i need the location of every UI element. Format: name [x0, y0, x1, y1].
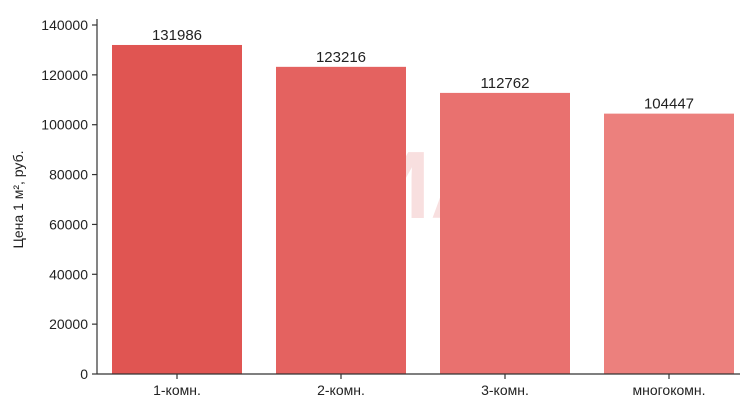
bar-value-label: 131986: [152, 27, 202, 44]
bar: [276, 66, 406, 374]
bar: [112, 44, 242, 375]
y-tick-label: 20000: [49, 316, 88, 332]
y-axis-title: Цена 1 м², руб.: [10, 151, 26, 249]
y-axis-ticks: 0 20000 40000 60000 80000 100000 120000 140000: [41, 17, 97, 382]
bars: [112, 44, 734, 375]
bar: [604, 113, 734, 375]
x-tick-label: 3-комн.: [481, 382, 529, 398]
x-tick-label: 1-комн.: [153, 382, 201, 398]
y-tick-label: 80000: [49, 167, 88, 183]
bar-value-label: 104447: [644, 96, 694, 113]
x-tick-label: 2-комн.: [317, 382, 365, 398]
y-tick-label: 140000: [41, 17, 88, 33]
y-tick-label: 0: [80, 366, 88, 382]
y-tick-label: 100000: [41, 117, 88, 133]
bar-value-label: 123216: [316, 49, 366, 66]
data-labels: 131986 123216 112762 104447: [152, 27, 694, 113]
bar-value-label: 112762: [481, 75, 530, 92]
x-axis-ticks: 1-комн. 2-комн. 3-комн. многокомн.: [153, 374, 706, 398]
y-tick-label: 40000: [49, 266, 88, 282]
y-tick-label: 120000: [41, 67, 88, 83]
bar: [440, 92, 570, 374]
y-tick-label: 60000: [49, 216, 88, 232]
x-tick-label: многокомн.: [632, 382, 705, 398]
